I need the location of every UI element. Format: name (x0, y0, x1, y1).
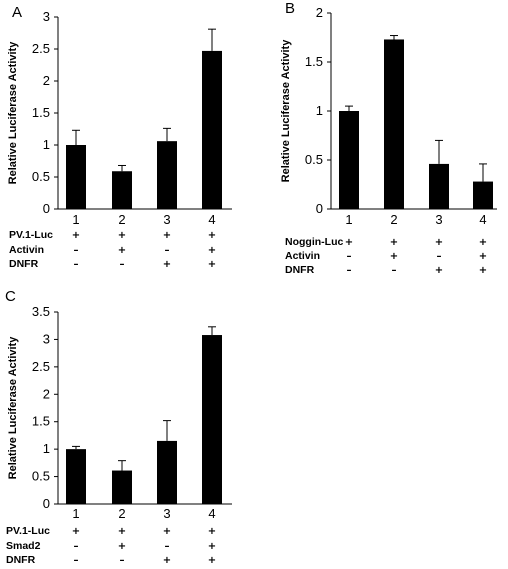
condition-label: Noggin-Luc (285, 236, 343, 248)
condition-label: PV.1-Luc (9, 229, 53, 241)
condition-sign: – (120, 259, 125, 270)
x-tick-label: 1 (72, 506, 79, 521)
condition-label: DNFR (9, 258, 39, 270)
condition-sign: + (163, 230, 171, 241)
x-tick-label: 4 (208, 506, 215, 521)
x-tick-label: 2 (390, 212, 397, 227)
chart-panel-a: A 0 0.5 1 1.5 2 2.5 3 Relative Luciferase Activi… (7, 4, 232, 270)
condition-label: PV.1-Luc (6, 525, 50, 537)
y-tick-label: 1 (43, 137, 50, 152)
bar (157, 440, 177, 504)
y-tick-label: 1.5 (305, 54, 323, 69)
x-tick-label: 3 (163, 506, 170, 521)
condition-sign: + (118, 541, 126, 552)
condition-sign: + (345, 237, 353, 248)
y-tick-label: 2.5 (32, 359, 50, 374)
condition-sign: – (165, 245, 170, 256)
panel-letter: A (12, 4, 22, 21)
y-axis-label: Relative Luciferase Activity (7, 41, 19, 185)
y-tick-label: 1.5 (32, 414, 50, 429)
condition-sign: – (74, 541, 79, 552)
condition-sign: – (347, 251, 352, 262)
x-tick-label: 3 (435, 212, 442, 227)
condition-sign: + (390, 251, 398, 262)
y-tick-label: 0.5 (32, 169, 50, 184)
condition-sign: + (479, 265, 487, 276)
bar (112, 470, 132, 504)
condition-sign: + (208, 230, 216, 241)
condition-sign: + (208, 555, 216, 566)
y-tick-label: 1.5 (32, 105, 50, 120)
y-tick-label: 0.5 (305, 152, 323, 167)
condition-label: DNFR (285, 264, 315, 276)
condition-sign: + (208, 526, 216, 537)
condition-sign: + (163, 555, 171, 566)
condition-sign: – (392, 265, 397, 276)
bar (429, 163, 449, 209)
bar (202, 335, 222, 504)
y-tick-label: 1 (43, 441, 50, 456)
x-tick-label: 3 (163, 212, 170, 227)
chart-panel-c: C 0 0.5 1 1.5 2 2.5 3 3.5 Relative Luciferase Act… (5, 288, 232, 566)
bar (112, 171, 132, 209)
y-axis-label: Relative Luciferase Activity (7, 336, 19, 480)
condition-sign: – (120, 555, 125, 566)
y-tick-label: 0 (43, 496, 50, 511)
condition-sign: – (165, 541, 170, 552)
x-tick-label: 1 (345, 212, 352, 227)
y-tick-label: 3 (43, 331, 50, 346)
y-tick-label: 2 (43, 73, 50, 88)
condition-sign: + (118, 245, 126, 256)
y-tick-label: 0.5 (32, 469, 50, 484)
condition-label: Activin (285, 250, 320, 262)
condition-sign: + (163, 259, 171, 270)
bar (473, 181, 493, 209)
bar (202, 50, 222, 209)
bar (157, 141, 177, 209)
y-tick-label: 3 (43, 9, 50, 24)
condition-sign: + (208, 259, 216, 270)
condition-sign: + (72, 526, 80, 537)
x-tick-label: 1 (72, 212, 79, 227)
chart-panel-b: B 0 0.5 1 1.5 2 Relative Luciferase Activity 1 2… (280, 0, 497, 276)
condition-sign: + (208, 245, 216, 256)
y-tick-label: 3.5 (32, 304, 50, 319)
bar (66, 145, 86, 209)
condition-sign: + (479, 237, 487, 248)
bar (384, 39, 404, 210)
y-tick-label: 0 (43, 201, 50, 216)
panel-letter: C (5, 288, 16, 305)
condition-sign: – (437, 251, 442, 262)
condition-sign: – (74, 555, 79, 566)
condition-sign: – (74, 259, 79, 270)
condition-sign: + (435, 265, 443, 276)
y-tick-label: 0 (316, 201, 323, 216)
x-tick-label: 4 (208, 212, 215, 227)
y-axis-label: Relative Luciferase Activity (280, 39, 292, 183)
y-tick-label: 2.5 (32, 41, 50, 56)
condition-sign: + (163, 526, 171, 537)
condition-label: Activin (9, 244, 44, 256)
x-tick-label: 4 (479, 212, 486, 227)
condition-sign: + (435, 237, 443, 248)
panel-letter: B (285, 0, 295, 17)
condition-sign: + (390, 237, 398, 248)
y-tick-label: 2 (316, 5, 323, 20)
condition-sign: + (479, 251, 487, 262)
y-tick-label: 1 (316, 103, 323, 118)
condition-sign: + (208, 541, 216, 552)
y-tick-label: 2 (43, 386, 50, 401)
condition-sign: – (74, 245, 79, 256)
condition-sign: + (72, 230, 80, 241)
x-tick-label: 2 (118, 212, 125, 227)
condition-label: DNFR (6, 554, 36, 566)
bar (339, 111, 359, 209)
condition-sign: + (118, 230, 126, 241)
condition-label: Smad2 (6, 540, 41, 552)
condition-sign: – (347, 265, 352, 276)
x-tick-label: 2 (118, 506, 125, 521)
condition-sign: + (118, 526, 126, 537)
bar (66, 449, 86, 504)
